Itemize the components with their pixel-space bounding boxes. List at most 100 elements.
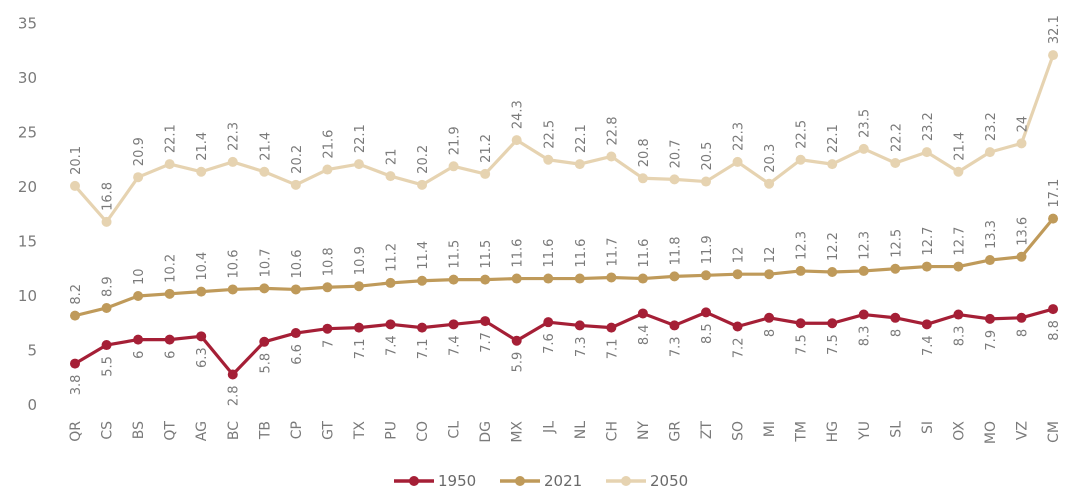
data-point-2021 [290, 284, 301, 295]
data-label-1950: 6.3 [195, 347, 210, 368]
data-point-1950 [417, 322, 428, 333]
x-tick-label: TX [352, 421, 368, 441]
data-label-1950: 6.6 [290, 344, 305, 365]
x-tick-label: MO [983, 421, 999, 444]
data-label-2050: 20.5 [700, 142, 715, 171]
x-tick-label: OX [951, 421, 967, 441]
data-label-2021: 12.3 [858, 231, 873, 260]
data-point-1950 [795, 318, 806, 329]
data-label-1950: 8.3 [952, 326, 967, 347]
data-label-2050: 24.3 [511, 100, 526, 129]
data-point-2021 [984, 255, 995, 266]
y-tick-label: 30 [18, 69, 37, 87]
x-tick-label: CP [289, 421, 305, 439]
data-label-2021: 12 [763, 247, 778, 264]
data-label-2021: 10.2 [164, 254, 179, 283]
data-label-2021: 10.6 [227, 250, 242, 279]
data-point-1950 [764, 312, 775, 323]
data-label-2050: 22.2 [889, 123, 904, 152]
data-label-2050: 22.8 [605, 117, 620, 146]
x-tick-label: QR [68, 421, 84, 442]
data-point-2021 [1016, 251, 1027, 262]
series-line-2050 [73, 53, 1055, 224]
x-tick-label: GR [667, 421, 683, 442]
data-label-1950: 7.1 [605, 339, 620, 360]
data-point-2021 [480, 274, 491, 285]
data-label-2050: 23.5 [858, 109, 873, 138]
data-point-1950 [164, 334, 175, 345]
data-label-2050: 21.4 [258, 132, 273, 161]
data-point-2050 [827, 159, 838, 170]
data-label-2021: 11.6 [542, 239, 557, 268]
x-tick-label: MI [762, 421, 778, 437]
data-point-1950 [1048, 304, 1059, 315]
data-label-1950: 6 [132, 351, 147, 359]
data-point-2050 [858, 143, 869, 154]
data-point-2021 [322, 282, 333, 293]
data-label-1950: 7.3 [668, 336, 683, 357]
data-point-2050 [448, 161, 459, 172]
data-point-2050 [637, 173, 648, 184]
data-label-1950: 8.8 [1047, 320, 1062, 341]
data-point-1950 [921, 319, 932, 330]
data-label-2050: 20.9 [132, 137, 147, 166]
data-label-2021: 8.9 [101, 276, 116, 297]
data-point-2050 [164, 159, 175, 170]
data-label-2050: 23.2 [984, 112, 999, 141]
data-label-2050: 22.1 [826, 124, 841, 153]
data-label-1950: 7.3 [574, 336, 589, 357]
x-tick-label: CO [415, 421, 431, 442]
data-point-2050 [101, 216, 112, 227]
data-label-1950: 7.6 [542, 333, 557, 354]
data-point-1950 [196, 331, 207, 342]
data-point-2050 [353, 159, 364, 170]
data-point-2021 [259, 283, 270, 294]
data-label-1950: 3.8 [69, 375, 84, 396]
data-point-1950 [1016, 312, 1027, 323]
data-point-1950 [637, 308, 648, 319]
data-label-2021: 11.4 [416, 241, 431, 270]
data-point-1950 [574, 320, 585, 331]
x-tick-label: CL [447, 421, 463, 439]
data-point-2021 [70, 310, 80, 321]
data-label-2021: 12.3 [795, 231, 810, 260]
legend-marker-1950 [409, 476, 419, 486]
data-point-2021 [637, 273, 648, 284]
data-point-1950 [984, 313, 995, 324]
data-point-1950 [953, 309, 964, 320]
data-point-2050 [385, 171, 396, 182]
data-point-2050 [764, 178, 775, 189]
data-label-2050: 21.4 [195, 132, 210, 161]
data-label-2021: 8.2 [69, 284, 84, 305]
data-label-1950: 6 [164, 351, 179, 359]
data-point-2021 [764, 269, 775, 280]
data-point-2021 [669, 271, 680, 282]
y-tick-label: 10 [18, 287, 37, 305]
data-label-1950: 7.1 [416, 339, 431, 360]
data-label-2021: 11.5 [448, 240, 463, 269]
data-label-2021: 11.6 [637, 239, 652, 268]
legend: 1950 2021 2050 [394, 472, 688, 490]
data-label-2021: 12 [732, 247, 747, 264]
data-label-2021: 10.9 [353, 246, 368, 275]
data-point-2021 [417, 275, 428, 286]
data-point-1950 [543, 317, 554, 328]
x-tick-label: QT [163, 421, 179, 441]
data-point-2021 [858, 265, 869, 276]
data-label-2021: 11.5 [479, 240, 494, 269]
data-label-2021: 11.7 [605, 238, 620, 267]
data-label-2050: 21.4 [952, 132, 967, 161]
data-label-2021: 12.2 [826, 232, 841, 261]
data-point-2021 [1048, 213, 1059, 224]
data-point-2050 [606, 151, 617, 162]
data-point-1950 [133, 334, 144, 345]
data-label-2050: 22.5 [795, 120, 810, 149]
x-tick-label: HG [825, 421, 841, 442]
x-tick-label: CS [100, 421, 116, 440]
data-point-2050 [417, 179, 428, 190]
data-point-2021 [353, 281, 364, 292]
data-point-2021 [385, 277, 396, 288]
data-label-1950: 8.5 [700, 323, 715, 344]
data-point-2050 [511, 135, 522, 146]
